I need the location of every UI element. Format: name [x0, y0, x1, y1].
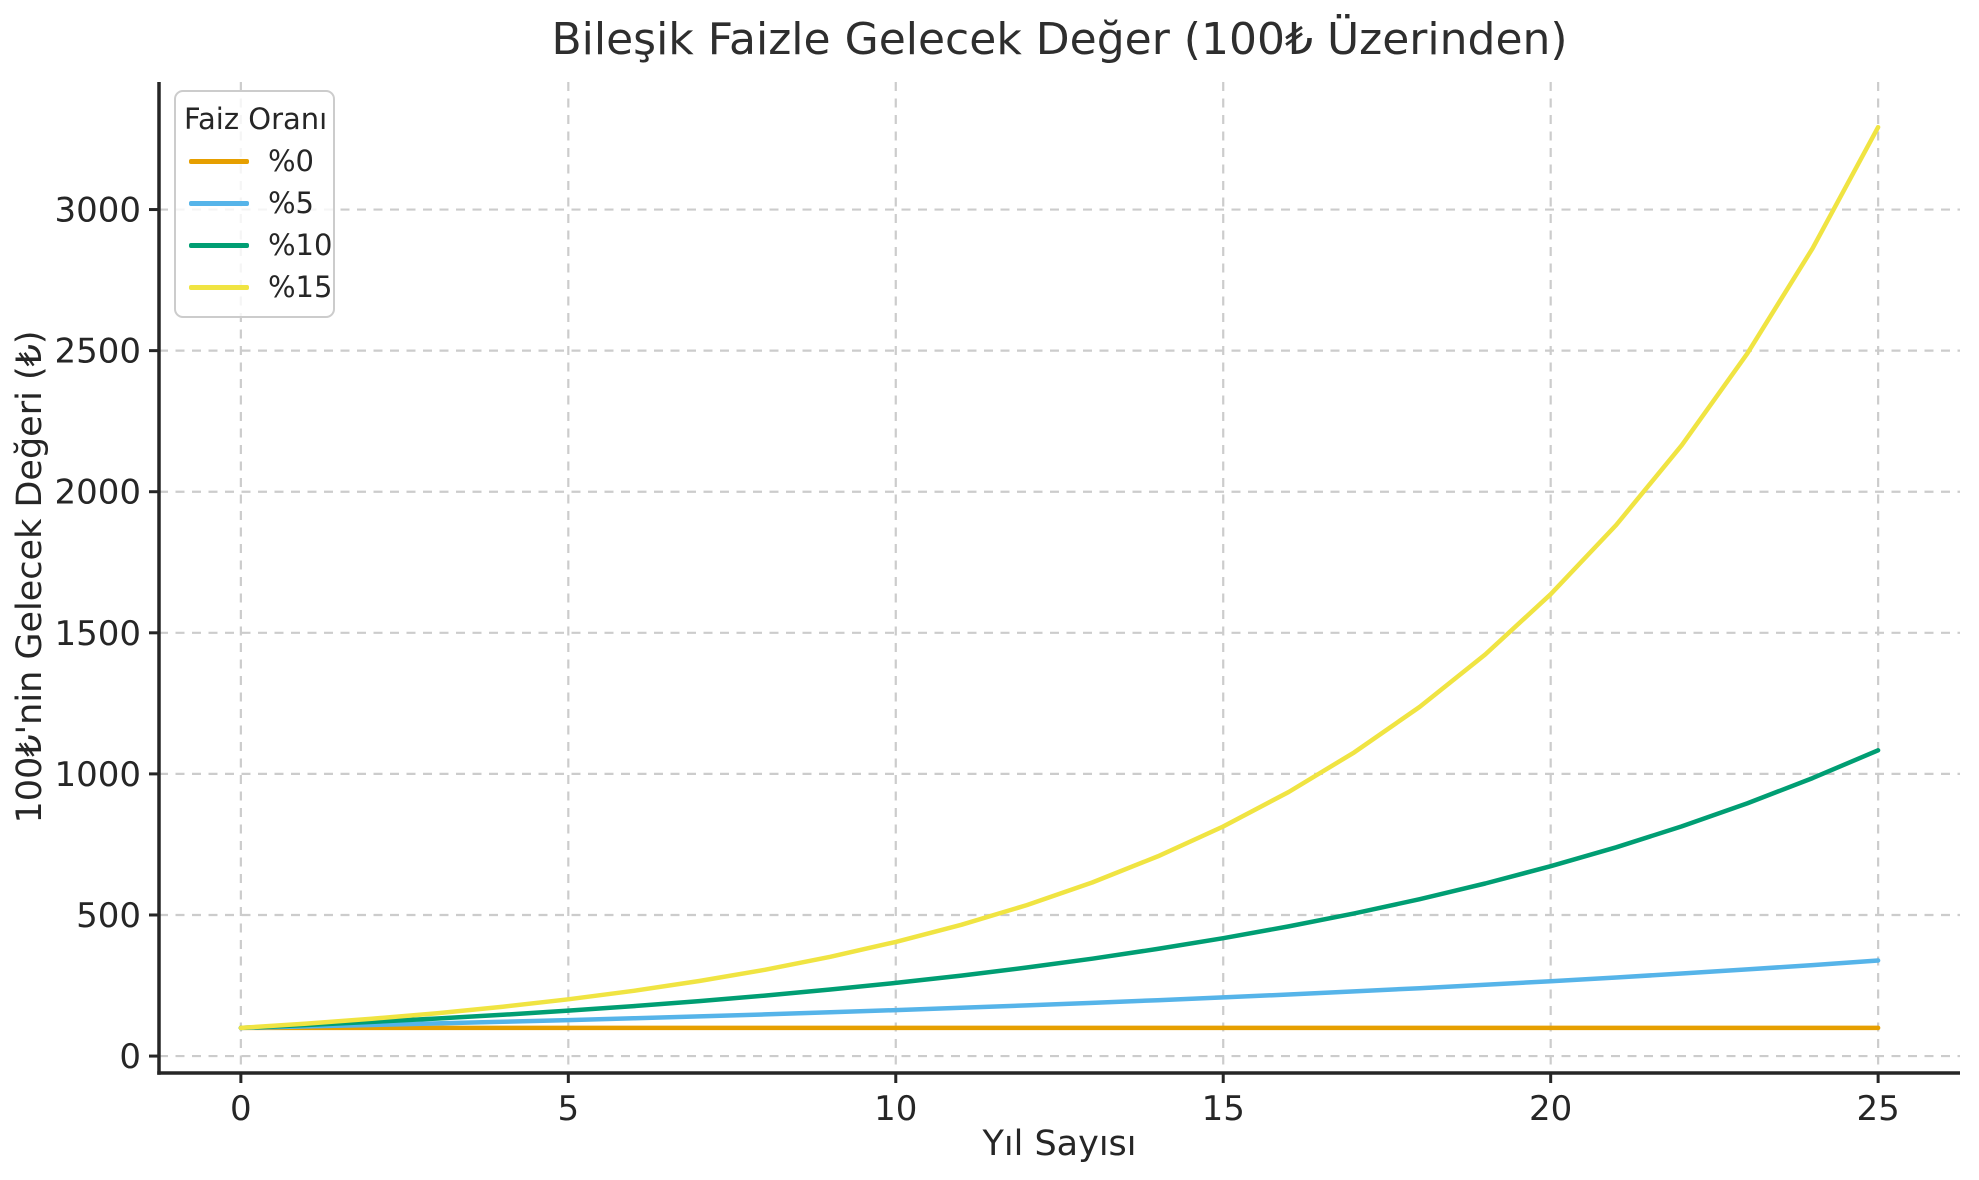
legend-item-label: %5 — [268, 186, 315, 220]
series-line-pct-15 — [238, 124, 1881, 1031]
legend-line-sample — [189, 158, 249, 164]
legend-item-label: %10 — [268, 228, 333, 262]
legend-item-pct-15: %15 — [184, 266, 332, 308]
legend-line-sample — [189, 242, 249, 248]
x-axis-label: Yıl Sayısı — [982, 1124, 1137, 1164]
legend-line-sample — [189, 200, 249, 206]
legend-entries: %0 %5 %10 %15 — [184, 140, 332, 308]
x-tick-label: 5 — [557, 1089, 579, 1129]
legend-title: Faiz Oranı — [184, 102, 328, 136]
x-tick-label: 15 — [1202, 1089, 1245, 1129]
y-tick-label: 1000 — [54, 755, 141, 795]
y-tick-label: 500 — [76, 896, 141, 936]
series-line-pct-10 — [238, 748, 1881, 1031]
legend-item-pct-10: %10 — [184, 224, 332, 266]
y-axis-label: 100₺'nin Gelecek Değeri (₺) — [10, 330, 50, 824]
y-tick-label: 3000 — [54, 191, 141, 231]
x-tick-label: 25 — [1857, 1089, 1900, 1129]
legend-item-pct-5: %5 — [184, 182, 325, 224]
legend-item-label: %0 — [268, 144, 315, 178]
x-tick-label: 0 — [230, 1089, 252, 1129]
chart-title: Bileşik Faizle Gelecek Değer (100₺ Üzeri… — [551, 14, 1568, 65]
y-tick-label: 2500 — [54, 332, 141, 372]
y-tick-label: 0 — [119, 1037, 141, 1077]
legend-box: Faiz Oranı %0 %5 %10 %15 — [174, 90, 335, 318]
legend-line-sample — [189, 284, 249, 290]
x-tick-label: 20 — [1529, 1089, 1572, 1129]
x-tick-label: 10 — [874, 1089, 917, 1129]
series-line-pct-5 — [238, 958, 1881, 1031]
legend-item-label: %15 — [268, 270, 333, 304]
y-tick-label: 2000 — [54, 473, 141, 513]
y-tick-label: 1500 — [54, 614, 141, 654]
legend-item-pct-0: %0 — [184, 140, 325, 182]
